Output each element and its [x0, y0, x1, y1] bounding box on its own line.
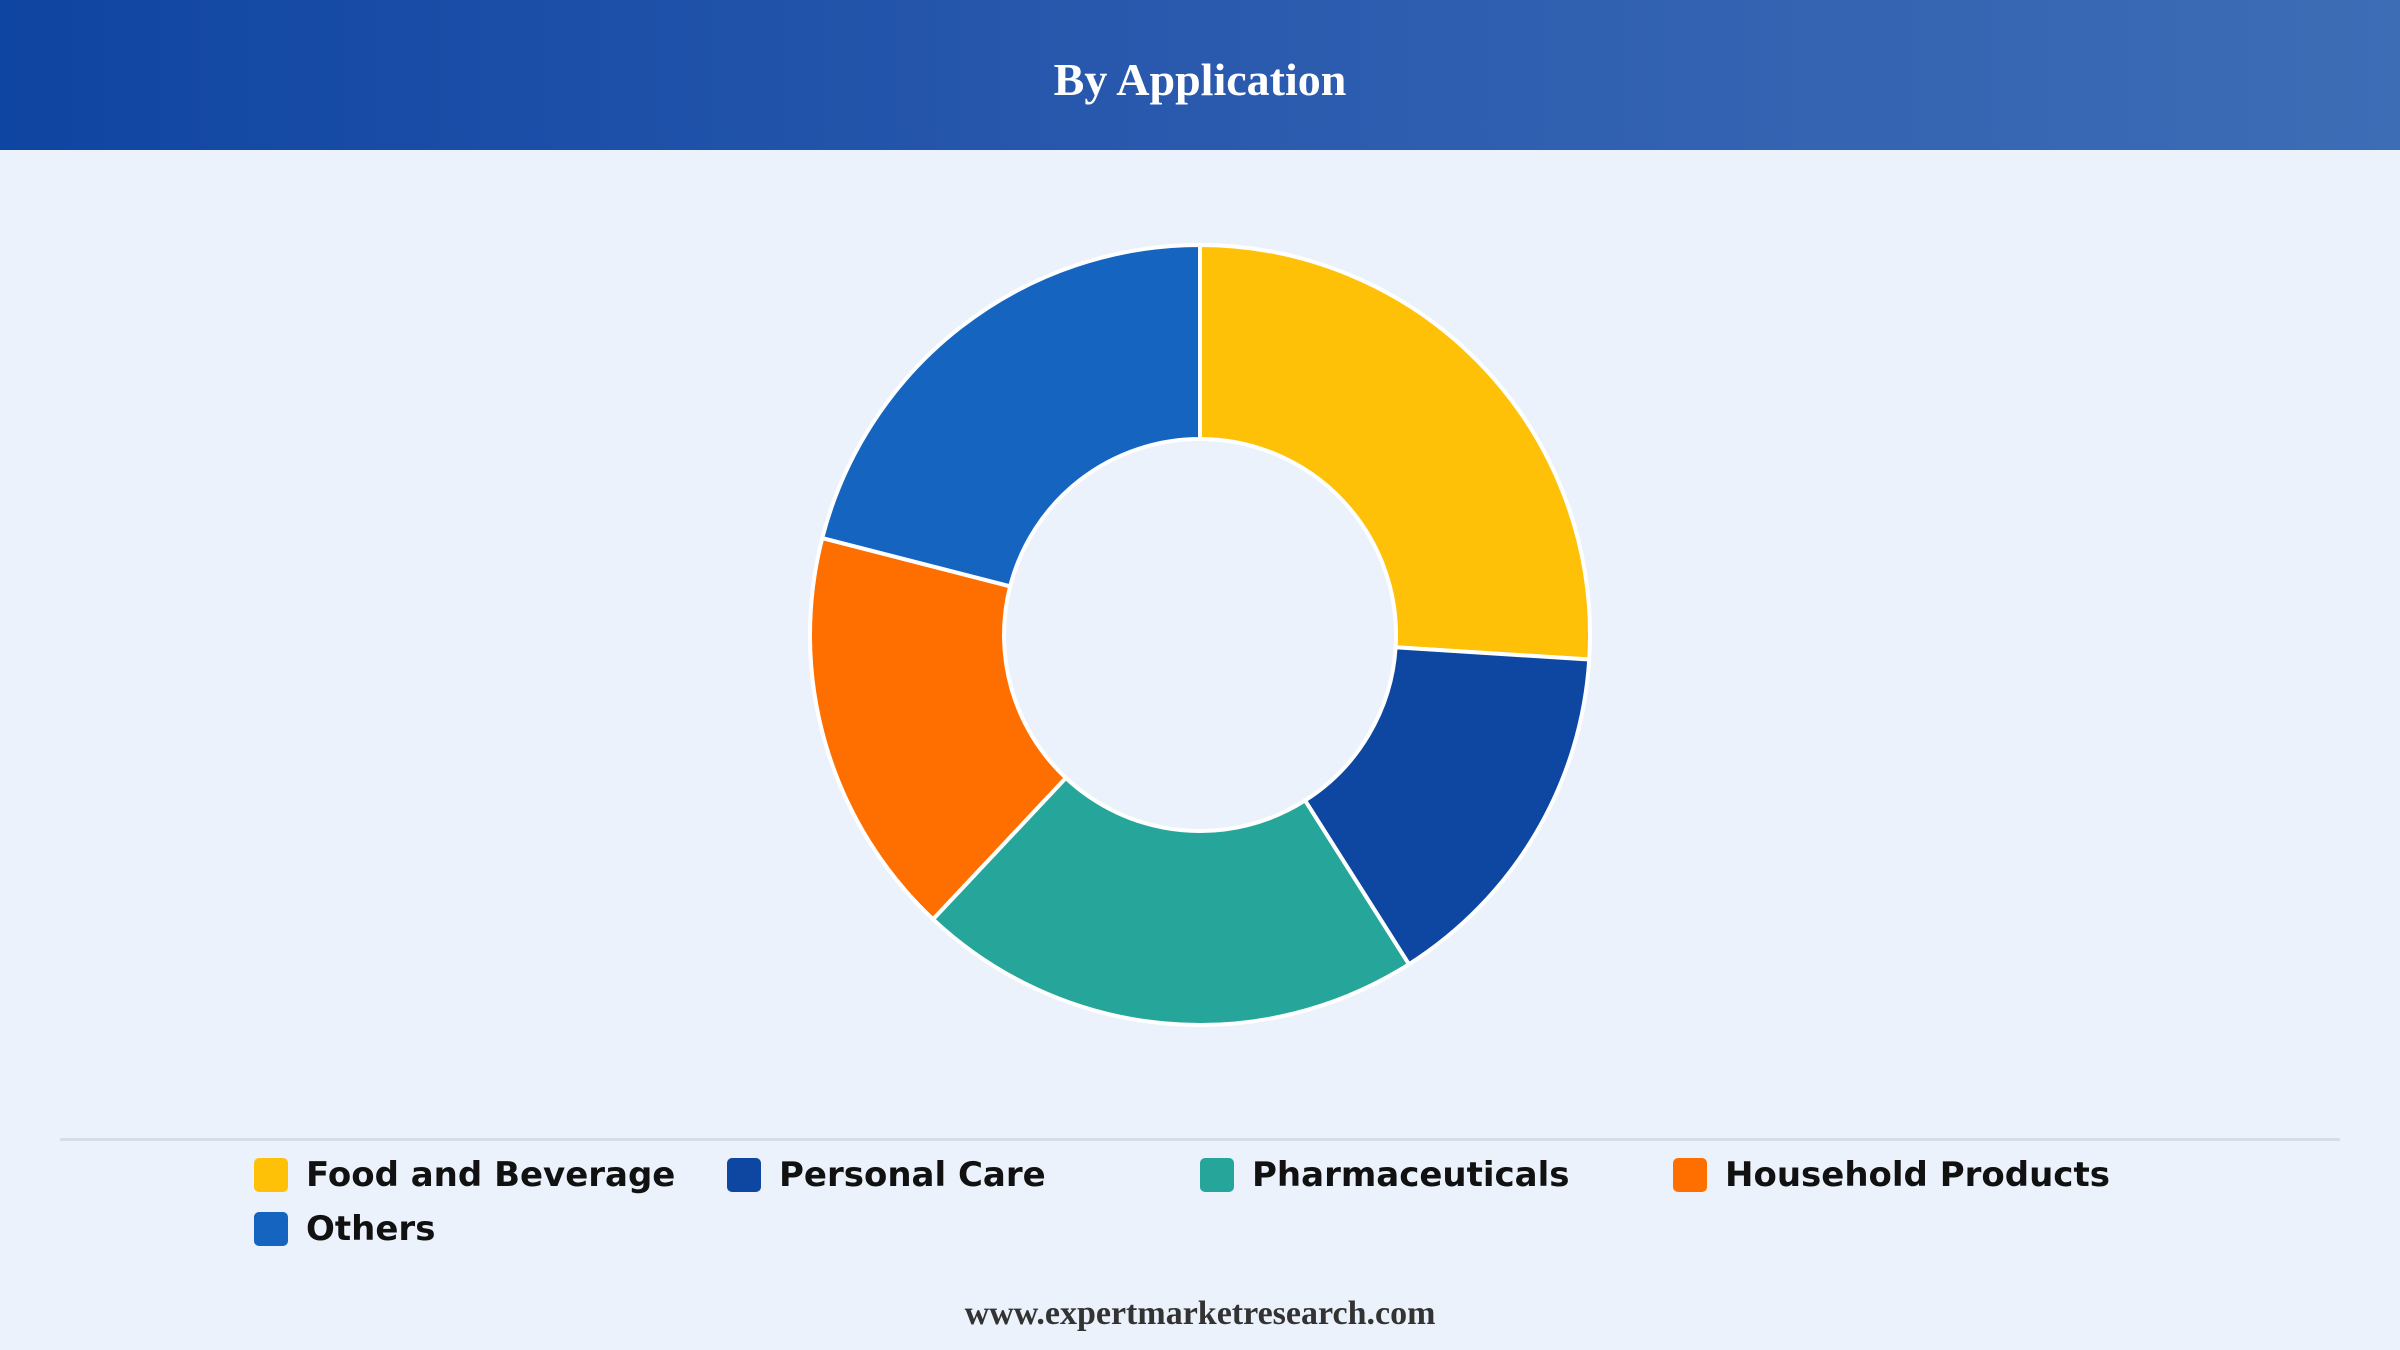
slice-household-products[interactable] — [808, 536, 1068, 922]
legend-divider — [60, 1138, 2340, 1141]
header-bar: By Application — [0, 0, 2400, 150]
slice-food-and-beverage[interactable] — [1198, 243, 1592, 662]
footer-url: www.expertmarketresearch.com — [964, 1295, 1436, 1332]
slice-personal-care[interactable] — [1303, 645, 1592, 967]
slice-others[interactable] — [820, 243, 1202, 589]
slice-pharmaceuticals[interactable] — [931, 775, 1411, 1027]
chart-title: By Application — [1053, 54, 1347, 105]
